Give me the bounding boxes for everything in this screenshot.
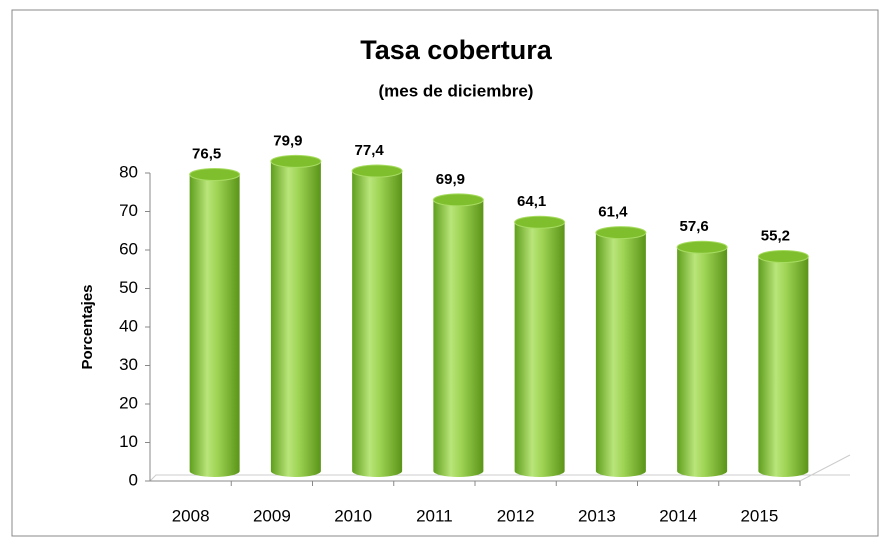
y-tick-label: 60 bbox=[119, 239, 138, 258]
bar-group bbox=[432, 193, 484, 477]
bar-group bbox=[757, 249, 809, 477]
bar-group bbox=[270, 154, 322, 477]
chart-subtitle: (mes de diciembre) bbox=[379, 81, 534, 100]
y-axis-label: Porcentajes bbox=[79, 284, 96, 369]
bar bbox=[595, 232, 646, 477]
bar-top bbox=[432, 193, 484, 207]
value-label: 64,1 bbox=[517, 193, 546, 210]
x-tick-label: 2012 bbox=[497, 506, 535, 525]
x-tick-label: 2008 bbox=[172, 506, 210, 525]
y-tick-label: 10 bbox=[119, 432, 138, 451]
bar-group bbox=[514, 215, 566, 477]
bar bbox=[189, 174, 240, 477]
bar bbox=[677, 247, 728, 477]
bar bbox=[433, 199, 484, 477]
x-tick-label: 2009 bbox=[253, 506, 291, 525]
value-label: 57,6 bbox=[680, 218, 709, 235]
bar-top bbox=[270, 154, 322, 168]
bar bbox=[352, 171, 403, 477]
bar-top bbox=[189, 167, 241, 181]
bar-top bbox=[757, 249, 809, 263]
bar-group bbox=[676, 240, 728, 477]
bar bbox=[270, 161, 321, 477]
bar bbox=[514, 222, 565, 477]
bar-group bbox=[189, 167, 241, 477]
bar-top bbox=[351, 164, 403, 178]
y-tick-label: 50 bbox=[119, 278, 138, 297]
y-tick-label: 30 bbox=[119, 355, 138, 374]
value-label: 79,9 bbox=[273, 132, 302, 149]
bar-top bbox=[676, 240, 728, 254]
x-tick-label: 2010 bbox=[334, 506, 372, 525]
bar-group bbox=[351, 164, 403, 477]
value-label: 61,4 bbox=[598, 204, 628, 221]
value-label: 76,5 bbox=[192, 145, 221, 162]
bar-top bbox=[514, 215, 566, 229]
value-label: 69,9 bbox=[436, 171, 465, 188]
y-tick-label: 80 bbox=[119, 162, 138, 181]
bar-top bbox=[595, 226, 647, 240]
y-tick-label: 40 bbox=[119, 316, 138, 335]
bar bbox=[758, 256, 809, 477]
y-tick-label: 0 bbox=[129, 470, 138, 489]
y-tick-label: 20 bbox=[119, 393, 138, 412]
x-tick-label: 2014 bbox=[659, 506, 697, 525]
x-tick-label: 2011 bbox=[416, 506, 453, 525]
x-tick-label: 2015 bbox=[740, 506, 778, 525]
bar-group bbox=[595, 226, 647, 477]
chart-title: Tasa cobertura bbox=[360, 35, 553, 65]
value-label: 77,4 bbox=[355, 142, 385, 159]
x-tick-label: 2013 bbox=[578, 506, 616, 525]
y-tick-label: 70 bbox=[119, 201, 138, 220]
value-label: 55,2 bbox=[761, 227, 790, 244]
